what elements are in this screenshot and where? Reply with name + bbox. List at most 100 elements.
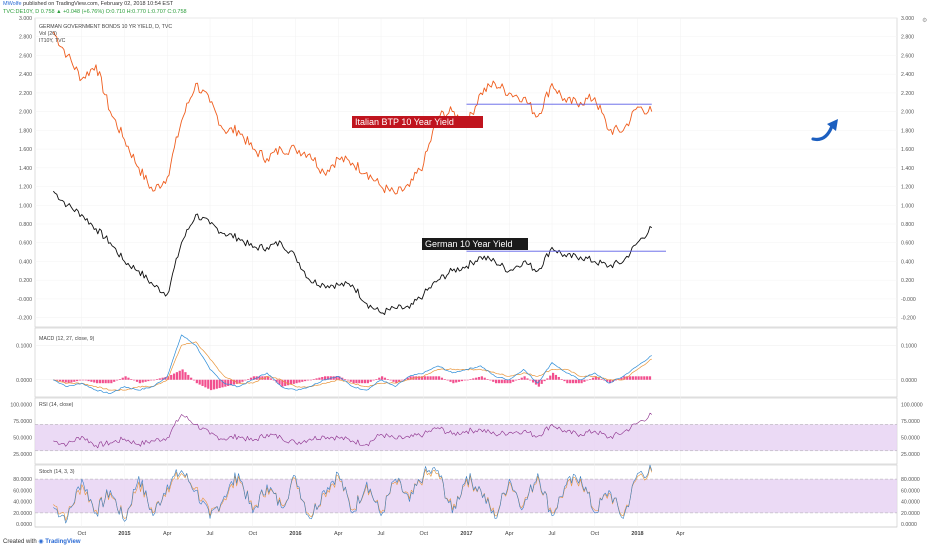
german-label-box-bg — [422, 238, 528, 250]
macd-histogram-bar — [386, 379, 389, 380]
main-y-tick-right: 1.000 — [901, 203, 914, 209]
stoch-k-line — [53, 464, 653, 524]
macd-histogram-bar — [543, 379, 546, 382]
time-tick-label: Jul — [206, 531, 213, 537]
settings-icon: ⚙ — [922, 17, 927, 24]
main-y-tick-right: 2.600 — [901, 53, 914, 59]
italian-label-box-bg — [352, 116, 483, 128]
macd-histogram-bar — [298, 379, 301, 383]
rsi-y-tick-right: 25.0000 — [901, 452, 920, 458]
macd-histogram-bar — [452, 379, 455, 384]
main-y-tick-right: 1.600 — [901, 147, 914, 153]
macd-histogram-bar — [486, 379, 489, 380]
macd-histogram-bar — [492, 379, 495, 382]
macd-histogram-bar — [301, 379, 304, 382]
macd-histogram-bar — [426, 376, 429, 380]
macd-histogram-bar — [343, 379, 347, 380]
rsi-y-tick-left: 50.0000 — [13, 436, 32, 442]
macd-histogram-bar — [76, 379, 79, 382]
macd-histogram-bar — [73, 379, 76, 382]
macd-histogram-bar — [418, 376, 421, 380]
main-y-tick-left: 1.800 — [19, 128, 32, 134]
stoch-y-tick-left: 40.0000 — [13, 500, 32, 506]
macd-histogram-bar — [546, 378, 549, 380]
created-with-text: Created with — [3, 539, 37, 545]
macd-histogram-bar — [600, 379, 603, 380]
ticker-info: TVC:DE10Y, D 0.758 ▲ +0.048 (+6.76%) O:0… — [3, 9, 187, 15]
macd-histogram-bar — [580, 379, 583, 384]
macd-histogram-bar — [361, 379, 364, 384]
macd-histogram-bar — [420, 376, 424, 380]
macd-histogram-bar — [292, 379, 295, 384]
stoch-panel-title: Stoch (14, 3, 3) — [39, 469, 75, 475]
macd-histogram-bar — [133, 379, 136, 381]
macd-histogram-bar — [155, 379, 159, 380]
tradingview-logo-icon: ◉ — [38, 539, 44, 545]
macd-histogram-bar — [187, 374, 190, 380]
macd-y-tick-left: 0.0000 — [16, 378, 32, 384]
macd-histogram-bar — [443, 379, 446, 380]
macd-histogram-bar — [201, 379, 204, 386]
macd-histogram-bar — [275, 379, 278, 383]
macd-histogram-bar — [517, 379, 520, 380]
time-tick-label: 2016 — [289, 531, 301, 537]
macd-histogram-bar — [81, 379, 84, 381]
rsi-line — [53, 412, 652, 449]
rebound-arrow-head-icon — [827, 119, 838, 131]
time-tick-label: Apr — [505, 531, 514, 537]
macd-histogram-bar — [124, 376, 127, 380]
macd-histogram-bar — [127, 377, 130, 380]
main-y-tick-right: -0.000 — [901, 297, 916, 303]
publisher-name[interactable]: MWolfe — [3, 1, 22, 7]
macd-y-tick-right: 0.1000 — [901, 343, 917, 349]
macd-histogram-bar — [648, 376, 652, 380]
macd-histogram-bar — [227, 379, 230, 386]
macd-histogram-bar — [497, 379, 501, 384]
macd-histogram-bar — [423, 376, 426, 380]
ticker-line: TVC:DE10Y, D 0.758 ▲ +0.048 (+6.76%) O:0… — [3, 9, 187, 16]
rsi-y-tick-right: 50.0000 — [901, 436, 920, 442]
footer: Created with ◉ TradingView — [3, 538, 81, 545]
macd-histogram-bar — [84, 379, 87, 381]
macd-histogram-bar — [463, 379, 466, 381]
macd-histogram-bar — [98, 379, 102, 384]
macd-histogram-bar — [557, 376, 560, 380]
macd-histogram-bar — [620, 377, 623, 380]
macd-histogram-bar — [378, 377, 381, 380]
macd-histogram-bar — [626, 376, 629, 380]
macd-histogram-bar — [115, 379, 119, 381]
main-y-tick-right: 0.800 — [901, 222, 914, 228]
macd-histogram-bar — [628, 376, 632, 380]
macd-histogram-bar — [218, 379, 221, 389]
macd-histogram-bar — [617, 379, 620, 380]
macd-histogram-bar — [70, 379, 73, 383]
main-y-tick-left: 1.000 — [19, 203, 32, 209]
tradingview-brand[interactable]: TradingView — [45, 539, 81, 545]
main-y-tick-right: 1.200 — [901, 185, 914, 191]
macd-histogram-bar — [61, 379, 64, 382]
macd-histogram-bar — [104, 379, 107, 384]
macd-histogram-bar — [324, 376, 327, 380]
macd-histogram-bar — [395, 379, 398, 384]
macd-histogram-bar — [429, 376, 432, 380]
macd-histogram-bar — [446, 379, 449, 381]
macd-histogram-bar — [455, 379, 458, 383]
time-tick-label: Apr — [334, 531, 343, 537]
time-tick-label: Oct — [248, 531, 257, 537]
macd-histogram-bar — [400, 379, 404, 381]
macd-histogram-bar — [67, 379, 70, 384]
stoch-y-tick-right: 60.0000 — [901, 488, 920, 494]
main-y-tick-left: 1.400 — [19, 166, 32, 172]
macd-histogram-bar — [597, 377, 600, 380]
macd-histogram-bar — [514, 379, 518, 381]
macd-histogram-bar — [170, 374, 173, 380]
publish-line: MWolfe published on TradingView.com, Feb… — [3, 1, 173, 8]
macd-histogram-bar — [96, 379, 99, 384]
macd-histogram-bar — [161, 377, 164, 380]
macd-y-tick-right: 0.0000 — [901, 378, 917, 384]
macd-histogram-bar — [158, 378, 161, 380]
macd-histogram-bar — [383, 377, 387, 380]
italian-yield-line — [52, 31, 653, 195]
macd-histogram-bar — [392, 379, 395, 382]
macd-histogram-bar — [460, 379, 463, 382]
